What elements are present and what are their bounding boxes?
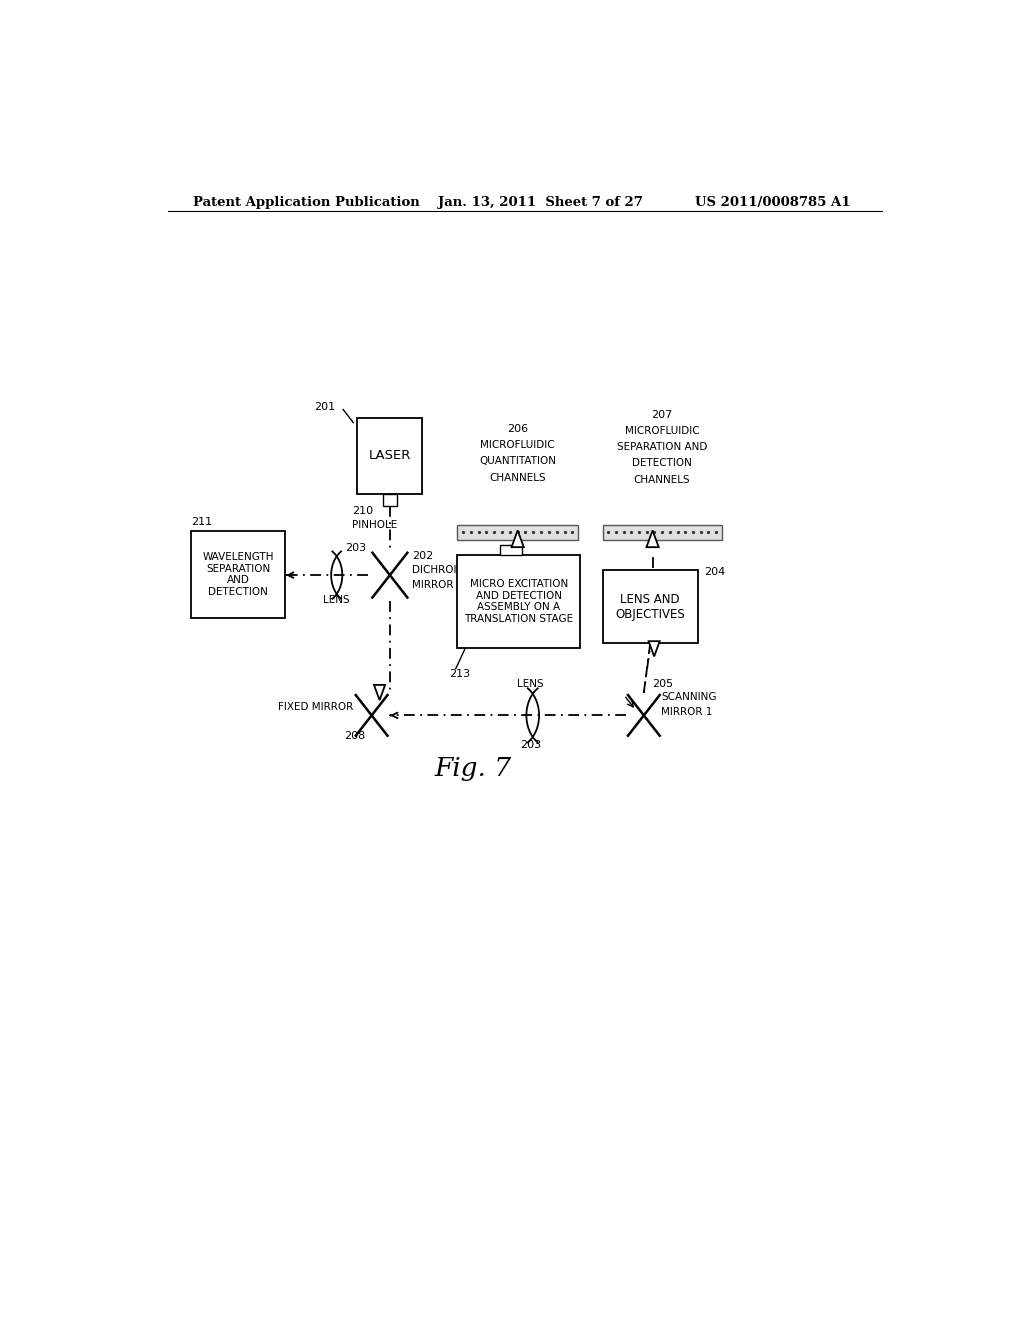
Text: 202: 202	[412, 550, 433, 561]
Text: 205: 205	[652, 678, 673, 689]
Text: MICROFLUIDIC: MICROFLUIDIC	[480, 440, 555, 450]
Text: CHANNELS: CHANNELS	[489, 473, 546, 483]
Bar	[458, 525, 578, 540]
Text: MIRROR 1: MIRROR 1	[662, 708, 713, 717]
Polygon shape	[648, 642, 659, 656]
Text: 210: 210	[352, 506, 373, 516]
Text: LENS AND
OBJECTIVES: LENS AND OBJECTIVES	[615, 593, 685, 620]
Bar	[383, 494, 397, 506]
Polygon shape	[512, 531, 523, 548]
Bar	[191, 532, 285, 618]
Bar	[500, 545, 522, 554]
Polygon shape	[374, 685, 385, 700]
Text: SEPARATION AND: SEPARATION AND	[616, 442, 708, 453]
Text: Fig. 7: Fig. 7	[435, 756, 512, 780]
Text: LASER: LASER	[369, 449, 411, 462]
Polygon shape	[646, 531, 658, 548]
Bar	[357, 417, 423, 494]
Text: 207: 207	[651, 409, 673, 420]
Text: MICROFLUIDIC: MICROFLUIDIC	[625, 426, 699, 436]
Text: LENS: LENS	[324, 595, 350, 606]
Text: WAVELENGTH
SEPARATION
AND
DETECTION: WAVELENGTH SEPARATION AND DETECTION	[203, 552, 274, 597]
Text: 206: 206	[507, 424, 528, 434]
Text: MICRO EXCITATION
AND DETECTION
ASSEMBLY ON A
TRANSLATION STAGE: MICRO EXCITATION AND DETECTION ASSEMBLY …	[464, 579, 573, 624]
Text: DICHROIC: DICHROIC	[412, 565, 464, 576]
Text: LENS: LENS	[517, 678, 544, 689]
Text: Jan. 13, 2011  Sheet 7 of 27: Jan. 13, 2011 Sheet 7 of 27	[437, 195, 642, 209]
Text: 208: 208	[344, 731, 366, 741]
Text: SCANNING: SCANNING	[662, 692, 717, 702]
Text: DETECTION: DETECTION	[632, 458, 692, 469]
Text: US 2011/0008785 A1: US 2011/0008785 A1	[695, 195, 851, 209]
Bar	[602, 525, 722, 540]
Bar	[602, 570, 697, 643]
Text: 211: 211	[191, 517, 213, 527]
Bar	[458, 554, 581, 648]
Text: FIXED MIRROR: FIXED MIRROR	[278, 702, 353, 713]
Text: 203: 203	[520, 739, 541, 750]
Text: Patent Application Publication: Patent Application Publication	[194, 195, 420, 209]
Text: 203: 203	[345, 543, 366, 553]
Text: MIRROR: MIRROR	[412, 581, 454, 590]
Text: CHANNELS: CHANNELS	[634, 475, 690, 484]
Text: 201: 201	[314, 403, 335, 412]
Text: QUANTITATION: QUANTITATION	[479, 457, 556, 466]
Text: 213: 213	[450, 669, 471, 678]
Text: PINHOLE: PINHOLE	[352, 520, 397, 531]
Text: 204: 204	[705, 568, 725, 577]
